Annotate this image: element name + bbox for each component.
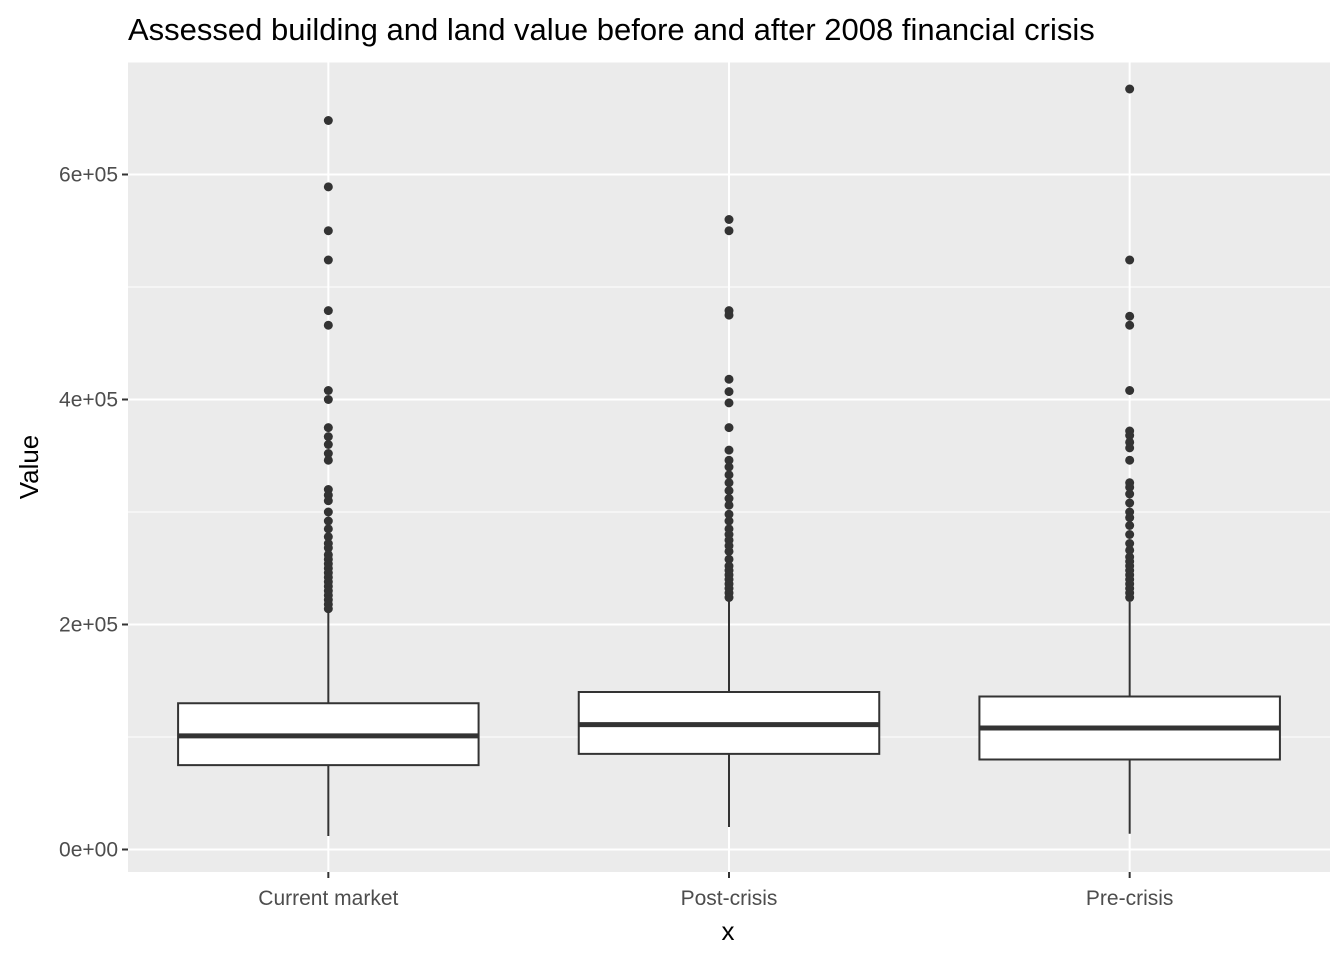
outlier-point <box>1125 498 1135 508</box>
outlier-point <box>724 374 734 384</box>
outlier-point <box>1125 593 1135 602</box>
outlier-point <box>1125 255 1135 265</box>
outlier-point <box>724 554 734 564</box>
outlier-point <box>323 532 333 542</box>
outlier-point <box>724 310 734 320</box>
outlier-point <box>323 306 333 316</box>
outlier-point <box>1125 539 1135 548</box>
outlier-point <box>1125 513 1135 523</box>
box-group <box>978 84 1281 834</box>
axes: 0e+00 2e+05 4e+05 6e+05 Current market Post-c… <box>59 164 1173 911</box>
outlier-point <box>323 507 333 517</box>
outlier-point <box>1125 489 1135 499</box>
outlier-point <box>323 226 333 236</box>
outlier-point <box>724 494 734 503</box>
x-axis-title: x <box>722 916 735 946</box>
outlier-point <box>323 440 333 449</box>
outlier-point <box>1125 431 1135 440</box>
outlier-point <box>1125 482 1135 492</box>
x-tick-label: Current market <box>258 887 398 910</box>
outlier-point <box>1125 530 1135 539</box>
outlier-point <box>724 593 734 602</box>
outlier-point <box>323 423 333 433</box>
outlier-point <box>323 604 333 614</box>
outlier-point <box>724 423 734 433</box>
outlier-point <box>724 509 734 519</box>
outlier-point <box>323 432 333 442</box>
outlier-point <box>323 496 333 506</box>
outlier-point <box>724 470 734 480</box>
box-group <box>177 116 480 836</box>
outlier-point <box>724 398 734 408</box>
x-tick-label: Pre-crisis <box>1086 887 1174 910</box>
outlier-point <box>724 500 734 510</box>
x-tick-label: Post-crisis <box>681 887 778 910</box>
y-tick-label: 4e+05 <box>59 389 118 412</box>
outlier-point <box>323 182 333 192</box>
box-series <box>177 84 1281 836</box>
outlier-point <box>724 387 734 397</box>
outlier-point <box>323 255 333 265</box>
outlier-point <box>323 116 333 125</box>
outlier-point <box>1125 455 1135 465</box>
outlier-point <box>1125 545 1135 555</box>
outlier-point <box>724 478 734 488</box>
outlier-point <box>323 516 333 526</box>
outlier-point <box>724 445 734 455</box>
outlier-point <box>724 462 734 472</box>
outlier-point <box>1125 443 1135 453</box>
outlier-point <box>1125 311 1135 321</box>
y-axis-title: Value <box>14 435 44 500</box>
outlier-point <box>323 455 333 465</box>
outlier-point <box>1125 521 1135 530</box>
chart-title: Assessed building and land value before … <box>128 12 1095 47</box>
outlier-point <box>323 386 333 395</box>
outlier-point <box>323 524 333 534</box>
outlier-point <box>323 449 333 458</box>
outlier-point <box>724 546 734 556</box>
outlier-point <box>724 226 734 236</box>
outlier-point <box>323 543 333 553</box>
outlier-point <box>724 516 734 526</box>
y-tick-label: 6e+05 <box>59 164 118 187</box>
outlier-point <box>323 320 333 330</box>
outlier-point <box>323 395 333 404</box>
y-tick-label: 0e+00 <box>59 839 118 862</box>
outlier-point <box>724 486 734 496</box>
outlier-point <box>1125 320 1135 330</box>
y-tick-label: 2e+05 <box>59 614 118 637</box>
outlier-point <box>1125 84 1135 94</box>
box-group <box>577 215 881 827</box>
outlier-point <box>724 215 734 224</box>
outlier-point <box>1125 386 1135 395</box>
outlier-point <box>724 455 734 465</box>
